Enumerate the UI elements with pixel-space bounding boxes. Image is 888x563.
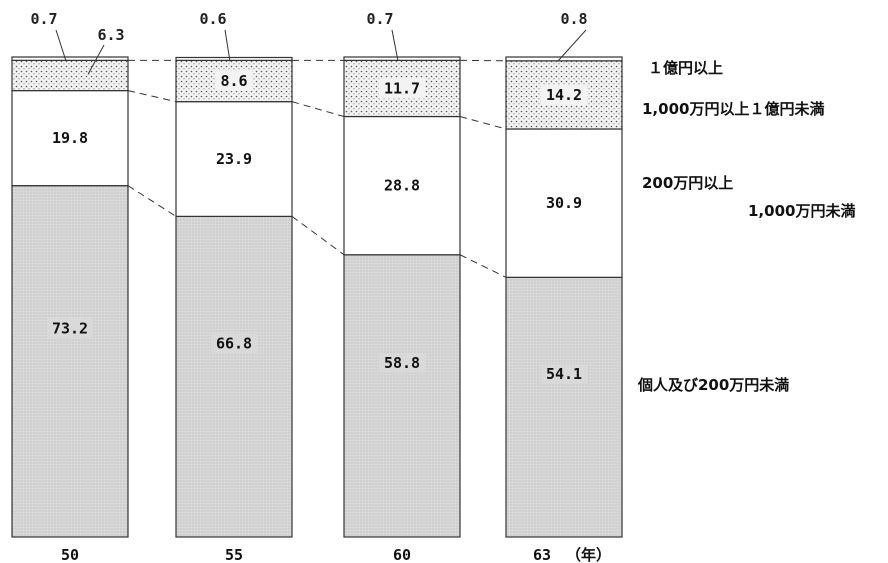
bar-63 — [505, 56, 623, 538]
x-axis-labels: 50 55 60 63 （年） — [61, 546, 611, 563]
dotted-segment-50 — [11, 59, 129, 92]
x-unit-label: （年） — [566, 546, 611, 563]
top-value-label: 0.7 — [366, 10, 393, 28]
legend-entry: １億円以上 — [648, 59, 723, 77]
leader-line — [55, 29, 67, 62]
label-bg — [215, 71, 253, 91]
label-bg — [379, 352, 425, 373]
data-label: 28.8 — [384, 177, 420, 195]
connector-line — [459, 254, 507, 278]
x-tick-label: 60 — [393, 546, 411, 563]
label-bg — [379, 78, 425, 99]
label-bg — [211, 333, 257, 354]
label-bg — [541, 84, 587, 105]
leader-line — [391, 29, 399, 62]
leader-line — [557, 29, 587, 62]
label-bg — [379, 175, 425, 196]
connector-line — [459, 116, 507, 130]
bar-60 — [343, 56, 461, 538]
label-bg — [541, 364, 587, 385]
top-value-label: 0.8 — [560, 10, 587, 28]
top-value-label: 0.7 — [30, 10, 57, 28]
legend-entry: 1,000万円未満 — [748, 202, 855, 220]
x-tick-label: 50 — [61, 546, 79, 563]
leader-line — [224, 29, 231, 62]
data-label: 58.8 — [384, 354, 420, 372]
data-label: 11.7 — [384, 79, 420, 97]
legend-entry: 個人及び200万円未満 — [637, 376, 789, 394]
bars-layer — [11, 56, 623, 538]
value-labels: 73.2 19.8 66.8 23.9 8.6 58.8 28.8 11.7 54.1 30.9 1… — [30, 10, 588, 385]
connector-line — [127, 90, 177, 103]
base-segment-60 — [343, 254, 461, 538]
data-label: 23.9 — [216, 150, 252, 168]
label-bg — [47, 318, 93, 339]
data-label: 54.1 — [546, 365, 582, 383]
label-bg — [47, 128, 93, 149]
label-bg — [211, 149, 257, 169]
data-label: 14.2 — [546, 86, 582, 104]
bar-55 — [175, 56, 293, 538]
top-segment-60 — [343, 56, 461, 61]
connector-line — [127, 185, 177, 217]
data-label: 66.8 — [216, 335, 252, 353]
data-label: 30.9 — [546, 194, 582, 212]
label-bg — [541, 193, 587, 214]
legend-entry: 1,000万円以上１億円未満 — [642, 100, 824, 118]
base-segment-63 — [505, 276, 623, 538]
leader-line — [87, 44, 105, 75]
data-label: 19.8 — [52, 129, 88, 147]
base-segment-55 — [175, 215, 293, 538]
base-segment-50 — [11, 185, 129, 538]
data-label: 73.2 — [52, 319, 88, 337]
x-tick-label: 63 — [533, 546, 551, 563]
top-segment-63 — [505, 56, 623, 62]
legend: １億円以上 1,000万円以上１億円未満 200万円以上 1,000万円未満個人及び2… — [637, 59, 855, 394]
dotted-value-label: 6.3 — [97, 26, 124, 44]
data-label: 8.6 — [220, 72, 247, 90]
connector-lines — [127, 59, 507, 278]
bar-50 — [11, 56, 129, 538]
legend-entry: 200万円以上 — [642, 174, 733, 192]
x-tick-label: 55 — [225, 546, 243, 563]
connector-line — [291, 101, 345, 118]
top-value-label: 0.6 — [199, 10, 226, 28]
connector-line — [291, 215, 345, 256]
top-segment-50 — [11, 56, 129, 61]
top-segment-55 — [175, 56, 293, 61]
